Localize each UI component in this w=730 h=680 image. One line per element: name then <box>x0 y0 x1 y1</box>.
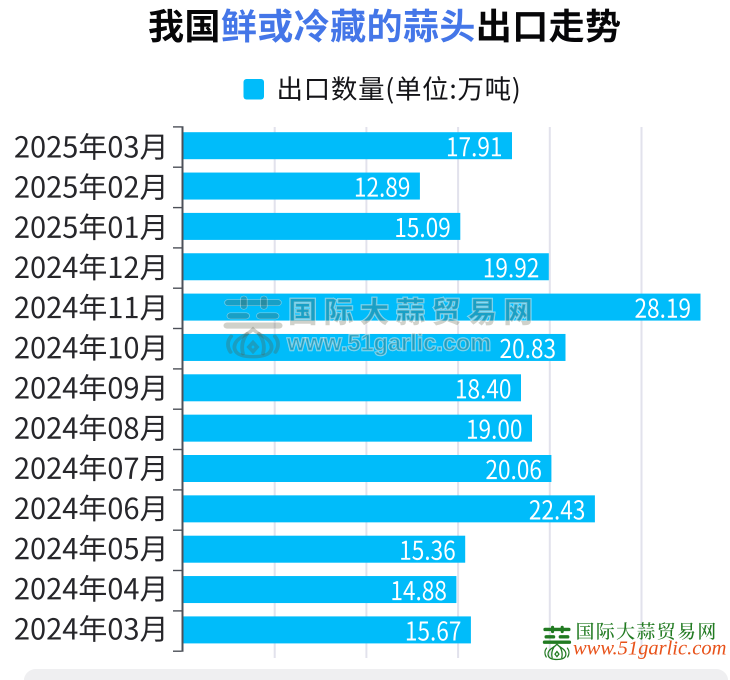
svg-text:www.51garlic.com: www.51garlic.com <box>286 330 491 356</box>
svg-text:www.51garlic.com: www.51garlic.com <box>573 638 726 660</box>
